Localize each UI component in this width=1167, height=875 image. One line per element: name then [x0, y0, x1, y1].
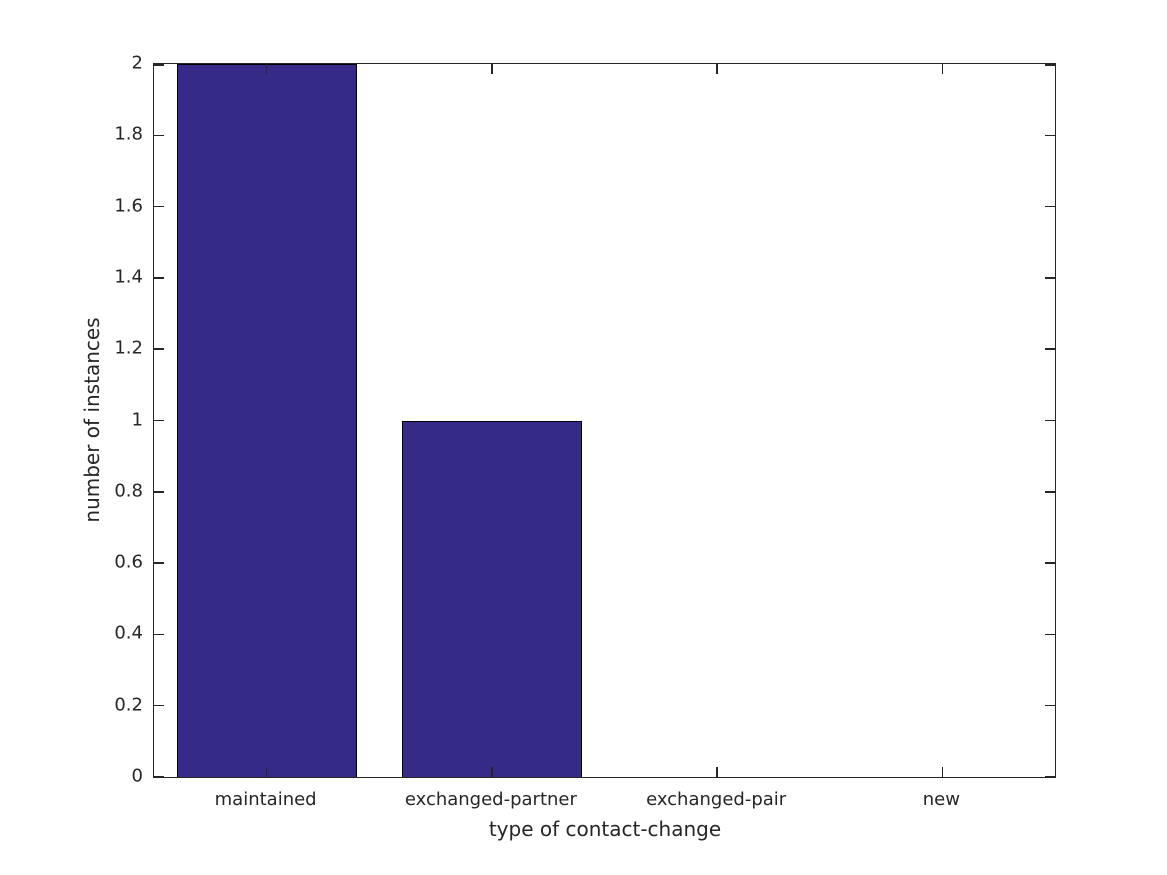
y-tick-mark-left — [154, 419, 164, 422]
x-tick-mark-bottom — [491, 767, 493, 777]
y-tick-mark-right — [1045, 205, 1055, 208]
y-tick-label: 0.8 — [114, 480, 143, 502]
y-tick-mark-left — [154, 704, 164, 707]
y-tick-mark-left — [154, 775, 164, 777]
y-tick-mark-right — [1045, 419, 1055, 422]
y-tick-mark-right — [1045, 633, 1055, 636]
y-tick-label: 1 — [131, 409, 143, 430]
x-tick-mark-bottom — [941, 767, 944, 777]
y-tick-mark-right — [1045, 134, 1055, 137]
x-tick-label: exchanged-partner — [404, 789, 577, 810]
y-tick-mark-left — [154, 633, 164, 636]
bar-exchanged-partner — [401, 420, 582, 777]
y-tick-label: 2 — [131, 52, 143, 74]
y-tick-label: 0.6 — [114, 551, 143, 573]
y-tick-mark-right — [1045, 704, 1055, 707]
y-tick-mark-right — [1045, 348, 1055, 350]
y-tick-mark-right — [1045, 277, 1055, 279]
y-tick-mark-left — [154, 134, 164, 137]
y-tick-label: 1.4 — [114, 266, 143, 288]
x-axis-label: type of contact-change — [488, 817, 722, 841]
y-tick-mark-left — [154, 205, 164, 208]
x-tick-label: maintained — [214, 789, 317, 810]
y-tick-mark-right — [1045, 64, 1055, 66]
x-tick-mark-top — [716, 64, 718, 74]
y-tick-label: 0.2 — [114, 694, 143, 716]
y-tick-mark-right — [1045, 775, 1055, 777]
y-tick-mark-right — [1045, 491, 1055, 493]
y-tick-label: 1.6 — [114, 195, 143, 217]
y-tick-mark-left — [154, 277, 164, 279]
y-tick-label: 0 — [131, 765, 143, 787]
bar-maintained — [176, 64, 357, 777]
y-tick-label: 1.2 — [114, 337, 143, 359]
y-tick-label: 1.8 — [114, 123, 143, 145]
x-tick-mark-bottom — [265, 767, 268, 777]
x-tick-mark-top — [265, 64, 268, 74]
y-tick-label: 0.4 — [114, 622, 143, 644]
x-tick-mark-bottom — [716, 767, 718, 777]
y-tick-mark-right — [1045, 562, 1055, 564]
y-tick-mark-left — [154, 348, 164, 350]
x-tick-label: exchanged-pair — [646, 789, 787, 810]
plot-area — [153, 63, 1056, 778]
x-tick-label: new — [922, 789, 960, 810]
x-tick-mark-top — [941, 64, 944, 74]
y-tick-mark-left — [154, 491, 164, 493]
y-tick-mark-left — [154, 64, 164, 66]
y-axis-label: number of instances — [80, 317, 104, 523]
y-tick-mark-left — [154, 562, 164, 564]
x-tick-mark-top — [491, 64, 493, 74]
